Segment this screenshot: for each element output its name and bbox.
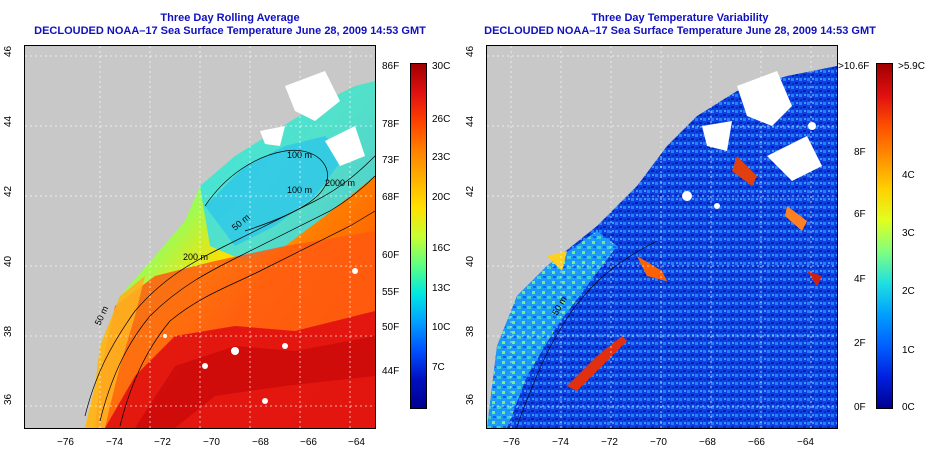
left-lon-64: −64 (348, 437, 365, 448)
right-lat-46: 46 (465, 45, 476, 57)
right-lon-70: −70 (650, 437, 667, 448)
right-lon-64: −64 (797, 437, 814, 448)
left-lat-46: 46 (3, 45, 14, 57)
contour-label-200m: 200 m (183, 252, 208, 262)
right-title-line1: Three Day Temperature Variability (591, 12, 769, 24)
left-cb-f-60: 60F (382, 250, 400, 261)
right-lat-36: 36 (465, 393, 476, 405)
left-cb-c-30: 30C (432, 61, 451, 72)
right-cb-f-2: 2F (854, 338, 866, 349)
right-cloud-patches (682, 71, 822, 209)
left-graticule (25, 46, 375, 428)
right-lon-68: −68 (699, 437, 716, 448)
right-lon-66: −66 (748, 437, 765, 448)
contour-label-100m-a: 100 m (287, 150, 312, 160)
right-cb-f-6: 6F (854, 209, 866, 220)
left-cb-c-20: 20C (432, 192, 451, 203)
right-cb-f-8: 8F (854, 147, 866, 158)
left-cb-c-16: 16C (432, 243, 451, 254)
left-cb-c-26: 26C (432, 114, 451, 125)
left-title-line2: DECLOUDED NOAA–17 Sea Surface Temperatur… (34, 25, 426, 37)
left-cb-f-78: 78F (382, 119, 400, 130)
left-title-line1: Three Day Rolling Average (160, 12, 300, 24)
left-cb-c-13: 13C (432, 283, 451, 294)
right-lat-40: 40 (465, 255, 476, 267)
right-cb-c-2: 2C (902, 286, 915, 297)
left-lon-76: −76 (57, 437, 74, 448)
right-bathymetry-contours (516, 240, 658, 427)
right-lat-42: 42 (465, 185, 476, 197)
left-lat-36: 36 (3, 393, 14, 405)
right-cb-c-0: 0C (902, 402, 915, 413)
right-cb-c-3: 3C (902, 228, 915, 239)
right-colorbar (876, 63, 893, 409)
right-graticule (487, 46, 837, 428)
left-lat-38: 38 (3, 325, 14, 337)
right-cb-c-5.9: >5.9C (898, 61, 925, 72)
left-lon-70: −70 (203, 437, 220, 448)
right-variability-map: 50 m (486, 45, 838, 429)
left-cb-c-10: 10C (432, 322, 451, 333)
right-lon-74: −74 (552, 437, 569, 448)
left-bathymetry-contours (84, 149, 375, 427)
left-lon-72: −72 (154, 437, 171, 448)
right-cb-f-10.6: >10.6F (838, 61, 870, 72)
right-ocean-area (487, 66, 837, 428)
contour-label-2000m: 2000 m (325, 178, 355, 188)
left-lat-44: 44 (3, 115, 14, 127)
right-cb-c-1: 1C (902, 345, 915, 356)
right-lat-38: 38 (465, 325, 476, 337)
left-lon-74: −74 (106, 437, 123, 448)
left-lon-66: −66 (300, 437, 317, 448)
left-lon-68: −68 (252, 437, 269, 448)
left-cb-f-44: 44F (382, 366, 400, 377)
right-cb-f-0: 0F (854, 402, 866, 413)
left-colorbar (410, 63, 427, 409)
left-lat-40: 40 (3, 255, 14, 267)
left-cb-f-50: 50F (382, 322, 400, 333)
left-cloud-patches (163, 71, 365, 404)
left-cb-c-23: 23C (432, 152, 451, 163)
contour-label-100m-b: 100 m (287, 185, 312, 195)
right-high-variability-patches (547, 156, 822, 391)
left-lat-42: 42 (3, 185, 14, 197)
right-lat-44: 44 (465, 115, 476, 127)
left-cb-f-73: 73F (382, 155, 400, 166)
left-cb-f-55: 55F (382, 287, 400, 298)
left-sst-map: 100 m 100 m 2000 m 50 m 200 m 50 m (24, 45, 376, 429)
left-cb-f-86: 86F (382, 61, 400, 72)
right-lon-72: −72 (601, 437, 618, 448)
left-cb-c-7: 7C (432, 362, 445, 373)
right-cb-c-4: 4C (902, 170, 915, 181)
right-lon-76: −76 (503, 437, 520, 448)
right-cb-f-4: 4F (854, 274, 866, 285)
right-title-line2: DECLOUDED NOAA–17 Sea Surface Temperatur… (484, 25, 876, 37)
left-cb-f-68: 68F (382, 192, 400, 203)
